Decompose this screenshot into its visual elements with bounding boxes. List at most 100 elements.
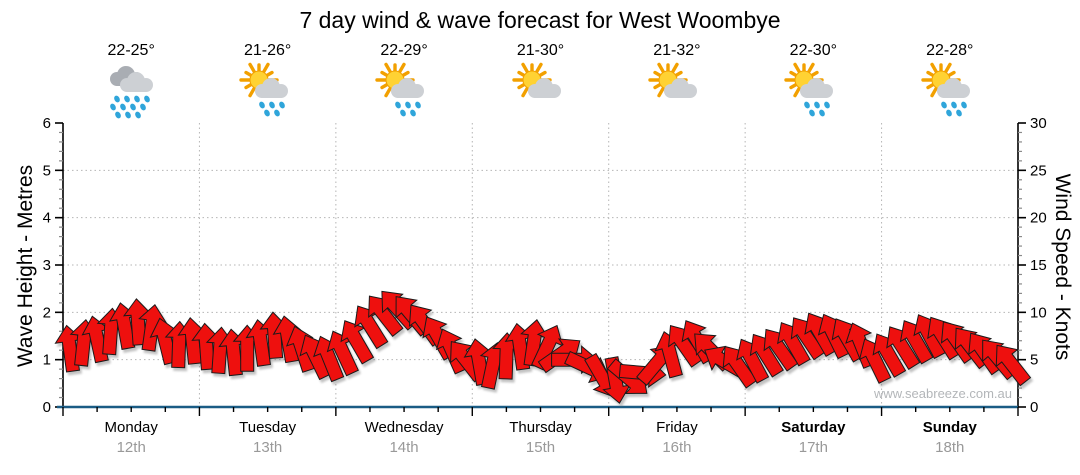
left-tick-label: 0 (43, 399, 51, 416)
right-tick-label: 5 (1030, 352, 1038, 369)
raindrop (819, 109, 826, 117)
weather-icon-wrap (344, 61, 464, 124)
raindrop (120, 103, 127, 111)
raindrop (400, 109, 406, 117)
day-label-saturday: Saturday 17th (745, 419, 881, 456)
day-date: 17th (798, 439, 828, 456)
sun-ray (384, 85, 393, 98)
wind-arrow-series (54, 290, 1032, 404)
cloud-shape (936, 78, 970, 98)
raindrop (268, 101, 275, 109)
wind-arrow (995, 344, 1032, 387)
raindrop (114, 95, 121, 103)
weather-icon-sun-cloud (648, 62, 697, 98)
sun-ray (657, 62, 666, 75)
day-header-tuesday: 21-26° (208, 42, 328, 124)
temperature-range: 21-30° (516, 42, 565, 59)
sun-ray (930, 62, 939, 75)
raindrop (144, 95, 151, 103)
day-label-sunday: Sunday 18th (882, 419, 1018, 456)
raindrop (824, 101, 831, 109)
raindrop (804, 101, 811, 109)
sun-ray (384, 62, 393, 75)
left-tick-label: 2 (43, 304, 51, 321)
raindrop (278, 101, 285, 109)
left-tick-label: 1 (43, 352, 51, 369)
day-name: Monday (104, 419, 158, 436)
day-name: Sunday (922, 419, 977, 436)
right-tick-label: 10 (1030, 304, 1047, 321)
raindrop (809, 109, 816, 117)
right-tick-label: 0 (1030, 399, 1038, 416)
right-tick-label: 20 (1030, 210, 1047, 227)
weather-icon-sun-cloud-rain (375, 62, 425, 117)
sun-ray (397, 62, 406, 75)
sun-ray (793, 85, 803, 98)
right-tick-label: 30 (1030, 115, 1047, 132)
raindrop (950, 101, 957, 109)
raindrop (115, 111, 122, 119)
day-date: 18th (935, 439, 965, 456)
sun-ray (520, 62, 530, 75)
raindrop (135, 111, 142, 119)
raindrop (415, 101, 421, 109)
raindrop (945, 109, 952, 117)
weather-icon-wrap (71, 61, 191, 124)
sun-ray (657, 85, 666, 98)
cloud-shape (391, 78, 425, 98)
weather-icon-sun-cloud-rain (921, 62, 970, 117)
raindrop (814, 101, 821, 109)
cloud-shape (120, 72, 154, 92)
raindrop (263, 109, 270, 117)
day-date: 16th (662, 439, 692, 456)
cloud-shape (663, 78, 697, 98)
sun-ray (260, 62, 270, 75)
raindrop (940, 101, 947, 109)
day-label-wednesday: Wednesday 14th (336, 419, 472, 456)
sun-ray (806, 62, 816, 75)
day-label-friday: Friday 16th (609, 419, 745, 456)
day-header-thursday: 21-30° (481, 42, 601, 124)
day-name: Wednesday (364, 419, 444, 436)
day-label-tuesday: Tuesday 13th (200, 419, 336, 456)
day-header-wednesday: 22-29° (344, 42, 464, 124)
day-header-monday: 22-25° (71, 42, 191, 124)
sun-ray (943, 62, 952, 75)
raindrop (124, 95, 131, 103)
weather-icon-wrap (753, 61, 873, 124)
temperature-range: 22-25° (107, 42, 155, 59)
raindrop (410, 109, 416, 117)
day-date: 12th (116, 439, 146, 456)
raindrop (405, 101, 411, 109)
sun-ray (247, 62, 257, 75)
cloud-shape (527, 78, 561, 98)
sun-ray (247, 85, 257, 98)
left-tick-label: 3 (43, 257, 51, 274)
day-name: Saturday (781, 419, 846, 436)
raindrop (273, 109, 280, 117)
weather-icon-wrap (890, 61, 1010, 124)
cloud-shape (254, 78, 288, 98)
sun-ray (930, 85, 939, 98)
right-tick-label: 15 (1030, 257, 1047, 274)
raindrop (960, 101, 967, 109)
weather-icon-rain-clouds (110, 66, 154, 119)
raindrop (110, 103, 117, 111)
day-date: 14th (389, 439, 419, 456)
raindrop (125, 111, 132, 119)
sun-ray (533, 62, 543, 75)
raindrop (258, 101, 265, 109)
watermark-text: www.seabreeze.com.au (873, 386, 1012, 401)
chart-title: 7 day wind & wave forecast for West Woom… (299, 7, 781, 33)
wind-arrow (340, 320, 375, 365)
left-tick-label: 4 (43, 210, 51, 227)
weather-icon-wrap (208, 61, 328, 124)
sun-ray (670, 62, 679, 75)
weather-icon-wrap (617, 61, 737, 124)
sun-ray (793, 62, 803, 75)
day-date: 13th (253, 439, 283, 456)
raindrop (140, 103, 147, 111)
day-date: 15th (525, 439, 556, 456)
